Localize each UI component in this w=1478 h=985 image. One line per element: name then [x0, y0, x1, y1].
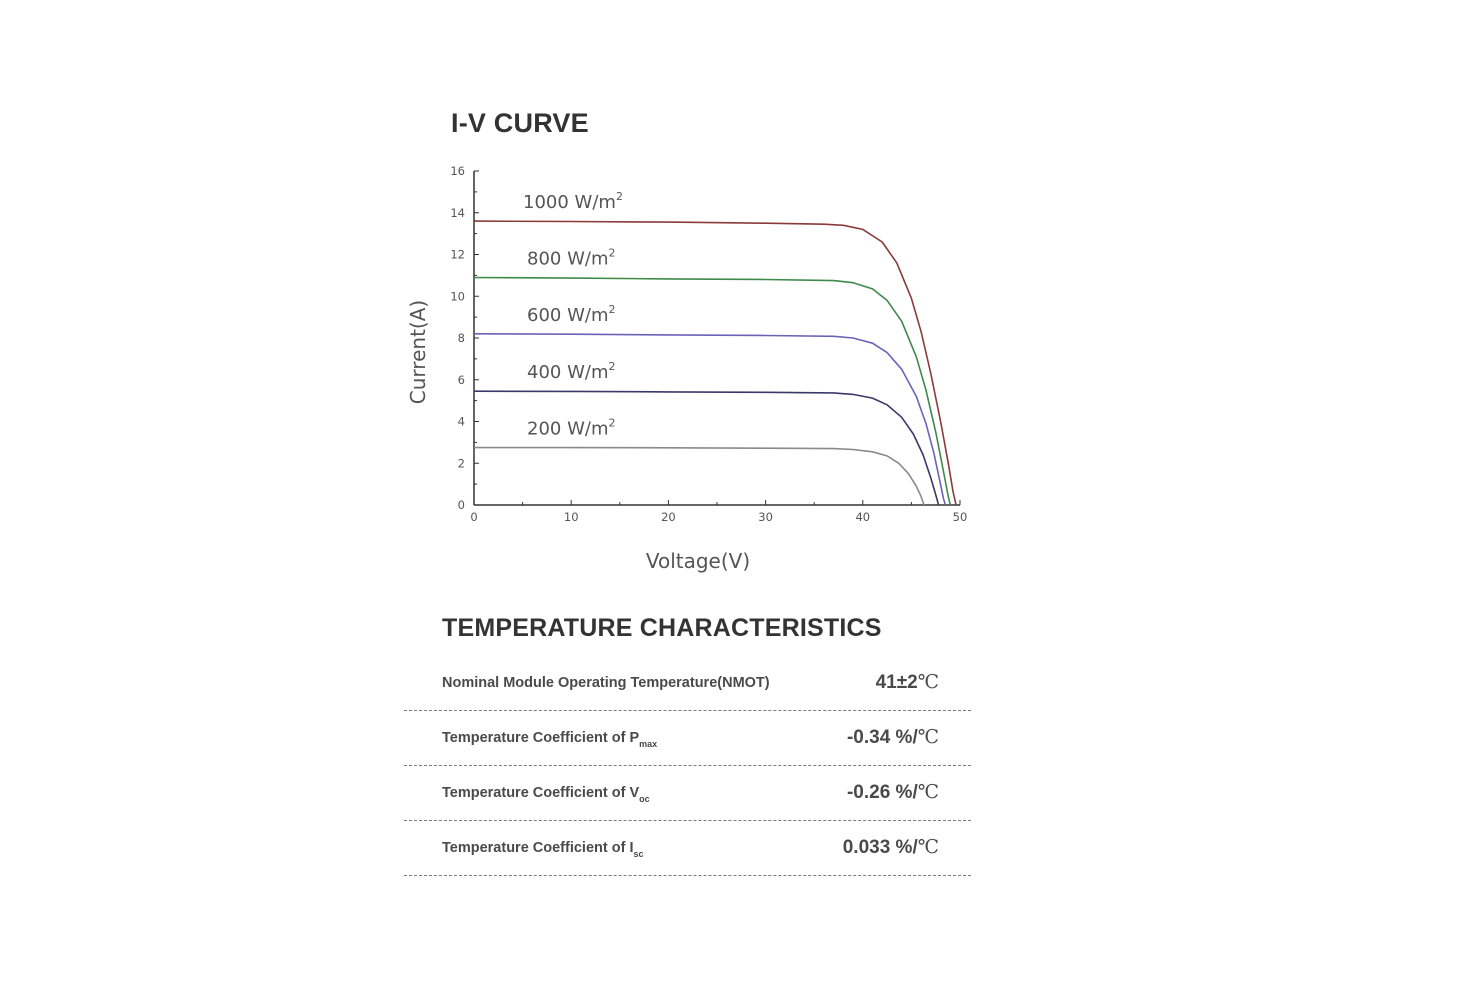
y-tick-label: 8 [458, 331, 465, 345]
temp-row-nmot: Nominal Module Operating Temperature(NMO… [404, 656, 971, 711]
temp-label-subscript: max [639, 739, 658, 749]
temp-row-isc: Temperature Coefficient of Isc 0.033 %/℃ [404, 821, 971, 876]
temp-row-pmax: Temperature Coefficient of Pmax -0.34 %/… [404, 711, 971, 766]
series-label-text: 800 W/m [527, 248, 608, 269]
temp-value-nmot: 41±2℃ [876, 671, 939, 694]
temperature-section-title: TEMPERATURE CHARACTERISTICS [442, 614, 882, 642]
x-axis-ticks: 0 10 20 30 40 50 [470, 500, 967, 524]
y-tick-label: 10 [450, 289, 465, 303]
series-line [473, 390, 940, 506]
series-label-text: 1000 W/m [523, 192, 616, 213]
x-tick-label: 30 [758, 510, 773, 524]
series-line [474, 446, 925, 506]
y-tick-label: 0 [458, 498, 465, 512]
series-label-text: 600 W/m [527, 305, 608, 326]
series-label-superscript: 2 [608, 303, 615, 316]
x-tick-label: 10 [564, 510, 579, 524]
series-line [473, 276, 952, 506]
series-label: 800 W/m2 [527, 246, 615, 269]
temp-value-number: -0.34 %/ [846, 727, 918, 748]
temp-label-text: Nominal Module Operating Temperature(NMO… [442, 675, 770, 691]
series-label-superscript: 2 [616, 190, 623, 203]
x-tick-label: 50 [953, 510, 968, 524]
series-label: 400 W/m2 [527, 360, 615, 383]
series-line [473, 220, 957, 506]
temp-value-number: 0.033 %/ [842, 837, 918, 858]
series-lines [473, 220, 957, 506]
x-tick-label: 20 [661, 510, 676, 524]
y-tick-label: 4 [458, 415, 465, 429]
temp-label-text: Temperature Coefficient of I [442, 840, 634, 856]
x-tick-label: 0 [470, 510, 477, 524]
temp-value-pmax: -0.34 %/℃ [847, 726, 939, 749]
series-label-superscript: 2 [608, 360, 615, 373]
temp-value-number: -0.26 %/ [846, 782, 918, 803]
y-tick-label: 6 [458, 373, 465, 387]
series-label-superscript: 2 [608, 246, 615, 259]
temp-value-unit: ℃ [917, 726, 939, 748]
series-label: 600 W/m2 [527, 303, 615, 326]
temp-value-unit: ℃ [917, 781, 939, 803]
temp-label-voc: Temperature Coefficient of Voc [442, 785, 650, 804]
y-tick-label: 16 [450, 164, 465, 178]
temp-value-unit: ℃ [917, 836, 939, 858]
series-label: 1000 W/m2 [523, 190, 623, 213]
temp-value-isc: 0.033 %/℃ [843, 836, 939, 859]
temp-row-voc: Temperature Coefficient of Voc -0.26 %/℃ [404, 766, 971, 821]
temp-label-text: Temperature Coefficient of V [442, 785, 640, 801]
y-axis-ticks: 0 2 4 6 8 10 12 14 16 [450, 164, 479, 512]
y-tick-label: 2 [458, 456, 465, 470]
series-label-text: 200 W/m [527, 419, 608, 440]
temp-value-voc: -0.26 %/℃ [847, 781, 939, 804]
temp-label-isc: Temperature Coefficient of Isc [442, 840, 644, 859]
temp-value-unit: ℃ [917, 671, 939, 693]
y-axis-title: Current(A) [406, 300, 430, 404]
temp-label-text: Temperature Coefficient of P [442, 730, 640, 746]
chart-title: I-V CURVE [451, 108, 589, 138]
temperature-table: Nominal Module Operating Temperature(NMO… [404, 656, 971, 876]
x-axis-title: Voltage(V) [646, 549, 750, 573]
series-line [473, 333, 947, 506]
x-tick-label: 40 [855, 510, 870, 524]
series-label-superscript: 2 [608, 417, 615, 430]
y-tick-label: 12 [450, 248, 465, 262]
temp-label-nmot: Nominal Module Operating Temperature(NMO… [442, 675, 770, 694]
temp-value-number: 41±2 [875, 672, 918, 693]
y-tick-label: 14 [450, 206, 465, 220]
temp-label-subscript: oc [639, 794, 650, 804]
series-label: 200 W/m2 [527, 417, 615, 440]
temp-label-subscript: sc [633, 849, 644, 859]
temp-label-pmax: Temperature Coefficient of Pmax [442, 730, 657, 749]
series-label-text: 400 W/m [527, 362, 608, 383]
